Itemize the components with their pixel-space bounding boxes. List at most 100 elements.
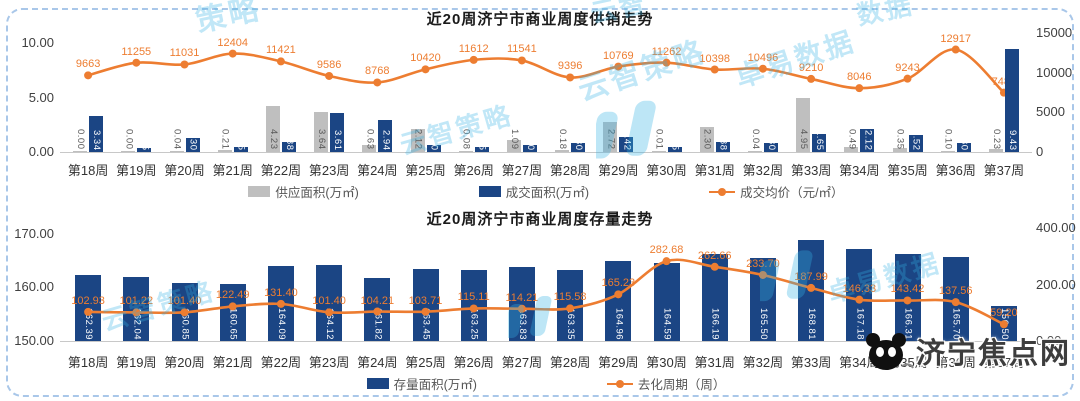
line-value-label: 9243 (895, 61, 920, 74)
x-axis-week-label: 第20周 (164, 355, 205, 370)
bar-value-label: 0.01 (653, 128, 665, 150)
supply-bar (940, 150, 955, 152)
deal-bar: 0.45 (233, 147, 248, 152)
x-axis-week-label: 第25周 (405, 355, 446, 370)
chart-legend: 供应面积(万㎡) 成交面积(万㎡) 成交均价（元/㎡） (64, 182, 1028, 201)
line-value-label: 11612 (458, 42, 489, 55)
legend-line-swatch (709, 187, 736, 197)
legend-item: 存量面积(万㎡) (366, 374, 477, 393)
site-logo-text: 济宁焦点网 (916, 338, 1072, 370)
x-axis-week-label: 第30周 (646, 163, 687, 178)
legend-line-swatch (606, 379, 633, 389)
bar-value-label: 4.95 (798, 128, 810, 150)
stock-bar: 164.09 (267, 265, 294, 341)
x-axis-week-label: 第25周 (405, 163, 446, 178)
y-axis-left-tick: 10.00 (21, 35, 54, 51)
y-axis-right-tick: 10000 (1036, 64, 1073, 80)
x-axis-week-label: 第31周 (694, 355, 735, 370)
bar-value-label: 165.50 (757, 307, 769, 340)
legend-bar-swatch (366, 378, 389, 389)
line-value-label: 8046 (847, 71, 872, 84)
supply-bar (410, 128, 425, 152)
stock-bar: 164.59 (653, 262, 680, 341)
bar-value-label: 0.08 (460, 128, 472, 150)
x-axis-week-label: 第26周 (453, 163, 494, 178)
watermark-logo-icon (503, 294, 556, 347)
bar-value-label: 0.10 (942, 128, 954, 150)
bar-value-label: 0.88 (718, 142, 729, 151)
line-value-label: 282.68 (649, 244, 684, 257)
bar-value-label: 0.49 (846, 128, 858, 150)
line-value-label: 11541 (507, 43, 537, 56)
stock-bar: 161.82 (364, 277, 391, 341)
line-value-label: 165.23 (601, 277, 636, 290)
legend-label: 成交均价（元/㎡） (740, 186, 844, 200)
line-value-label: 59.20 (990, 307, 1018, 320)
line-value-label: 115.11 (457, 291, 490, 304)
x-axis-week-label: 第30周 (646, 355, 687, 370)
bar-value-label: 161.82 (372, 307, 384, 340)
stock-bar: 163.35 (557, 269, 584, 341)
line-value-label: 12404 (217, 36, 248, 49)
y-axis-right-tick: 5000 (1036, 104, 1065, 120)
bar-value-label: 0.45 (477, 147, 488, 151)
legend-item: 成交均价（元/㎡） (709, 182, 844, 201)
deal-bar: 1.52 (908, 135, 923, 152)
legend-item: 去化周期（周） (606, 374, 725, 393)
bottom-chart-title: 近20周济宁市商业周度存量走势 (426, 211, 654, 228)
x-axis-week-label: 第34周 (839, 163, 880, 178)
supply-bar (314, 112, 329, 152)
bar-value-label: 163.25 (468, 307, 480, 340)
legend-bar-swatch (248, 186, 271, 197)
bar-value-label: 2.12 (862, 130, 874, 151)
deal-bar: 2.12 (860, 128, 875, 152)
bar-value-label: 163.45 (420, 307, 432, 340)
supply-bar (121, 151, 136, 152)
line-value-label: 137.56 (938, 285, 973, 298)
supply-bar (73, 151, 88, 152)
site-logo: 济宁焦点网 (860, 328, 1071, 374)
bar-value-label: 163.35 (565, 307, 577, 340)
x-axis-week-label: 第32周 (742, 163, 784, 178)
top-chart-title: 近20周济宁市商业周度供销走势 (426, 11, 654, 28)
bar-value-label: 0.18 (557, 128, 569, 150)
bar-value-label: 2.12 (412, 128, 424, 150)
bar-value-label: 2.30 (701, 128, 713, 150)
line-value-label: 103.71 (408, 294, 443, 307)
deal-bar: 0.80 (571, 143, 586, 152)
bar-value-label: 160.65 (227, 307, 239, 340)
bar-value-label: 162.39 (83, 307, 95, 340)
bar-value-label: 0.80 (959, 143, 970, 151)
deal-bar: 0.80 (956, 143, 971, 152)
x-axis-week-label: 第19周 (116, 163, 157, 178)
line-value-label: 9586 (316, 58, 342, 71)
deal-bar: 1.30 (185, 137, 200, 152)
watermark-logo-icon (590, 98, 662, 169)
supply-bar (988, 149, 1003, 152)
supply-bar (458, 151, 473, 152)
line-value-label: 9663 (75, 58, 101, 71)
bar-value-label: 1.09 (508, 128, 520, 150)
deal-bar: 2.94 (378, 119, 393, 152)
supply-bar (169, 151, 184, 152)
deal-bar: 1.65 (812, 134, 827, 152)
bar-value-label: 164.59 (661, 307, 673, 340)
line-value-label: 8768 (365, 65, 390, 78)
deal-bar: 0.60 (426, 145, 441, 152)
bar-value-label: 0.45 (670, 147, 681, 151)
line-value-label: 10420 (410, 52, 441, 65)
deal-bar: 0.60 (522, 145, 537, 152)
y-axis-left-tick: 150.00 (14, 333, 54, 348)
x-axis-week-label: 第33周 (790, 163, 832, 178)
supply-bar (603, 122, 618, 152)
stock-bar: 166.19 (701, 254, 728, 341)
legend-label: 成交面积(万㎡) (505, 186, 590, 200)
chart-legend: 存量面积(万㎡) 去化周期（周） (64, 374, 1028, 393)
bar-value-label: 1.42 (621, 136, 633, 151)
y-axis-right-tick: 200.00 (1036, 276, 1076, 292)
deal-bar: 3.34 (89, 115, 104, 152)
bar-value-label: 3.61 (332, 130, 344, 151)
bar-value-label: 1.30 (187, 137, 199, 151)
bar-value-label: 2.72 (605, 129, 616, 150)
x-axis-week-label: 第31周 (694, 163, 735, 178)
